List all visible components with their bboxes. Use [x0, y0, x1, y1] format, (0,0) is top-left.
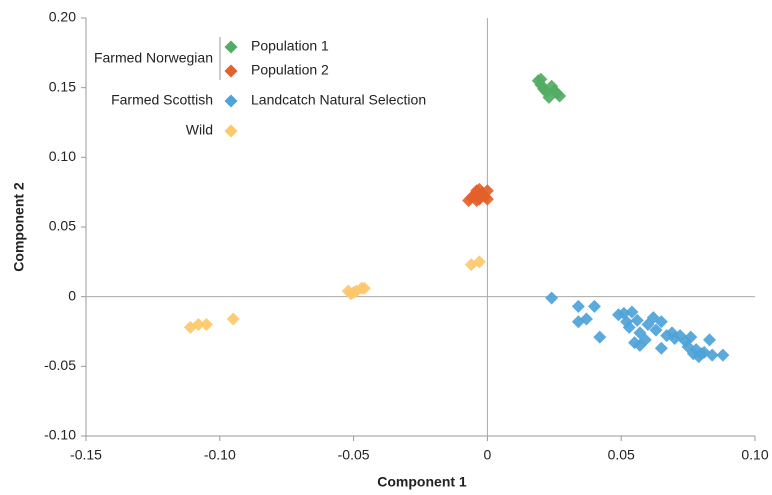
- point: [625, 305, 639, 319]
- legend-group-label: Farmed Norwegian: [94, 50, 213, 66]
- point: [534, 72, 548, 86]
- x-tick-label: -0.15: [70, 447, 102, 463]
- point: [593, 330, 607, 344]
- point: [571, 299, 585, 313]
- point: [480, 184, 494, 198]
- legend-label: Landcatch Natural Selection: [251, 92, 426, 108]
- point: [199, 318, 213, 332]
- point: [191, 318, 205, 332]
- x-tick-label: -0.10: [204, 447, 236, 463]
- y-tick-label: 0.20: [49, 9, 76, 25]
- point: [226, 312, 240, 326]
- point: [579, 312, 593, 326]
- point: [545, 291, 559, 305]
- legend-marker: [224, 94, 238, 108]
- point: [654, 341, 668, 355]
- x-axis-title: Component 1: [377, 474, 467, 490]
- x-tick-label: 0: [484, 447, 492, 463]
- point: [622, 320, 636, 334]
- y-tick-label: 0.05: [49, 218, 76, 234]
- y-tick-label: 0.10: [49, 148, 76, 164]
- legend-label: Wild: [186, 122, 213, 138]
- point: [587, 299, 601, 313]
- x-tick-label: 0.05: [608, 447, 635, 463]
- point: [480, 192, 494, 206]
- y-axis-title: Component 2: [11, 182, 27, 272]
- point: [703, 333, 717, 347]
- point: [649, 323, 663, 337]
- y-tick-label: -0.10: [44, 427, 76, 443]
- point: [357, 281, 371, 295]
- y-tick-label: 0: [68, 287, 76, 303]
- point: [472, 255, 486, 269]
- point: [716, 348, 730, 362]
- y-tick-label: -0.05: [44, 357, 76, 373]
- legend-label: Population 2: [251, 62, 329, 78]
- legend-marker: [224, 40, 238, 54]
- legend-label: Population 1: [251, 38, 329, 54]
- x-tick-label: 0.10: [741, 447, 768, 463]
- legend-marker: [224, 64, 238, 78]
- point: [630, 313, 644, 327]
- legend-marker: [224, 124, 238, 138]
- point: [654, 315, 668, 329]
- y-tick-label: 0.15: [49, 78, 76, 94]
- point: [684, 330, 698, 344]
- point: [705, 348, 719, 362]
- legend-group-label: Farmed Scottish: [111, 92, 213, 108]
- point: [553, 89, 567, 103]
- x-tick-label: -0.05: [338, 447, 370, 463]
- point: [638, 333, 652, 347]
